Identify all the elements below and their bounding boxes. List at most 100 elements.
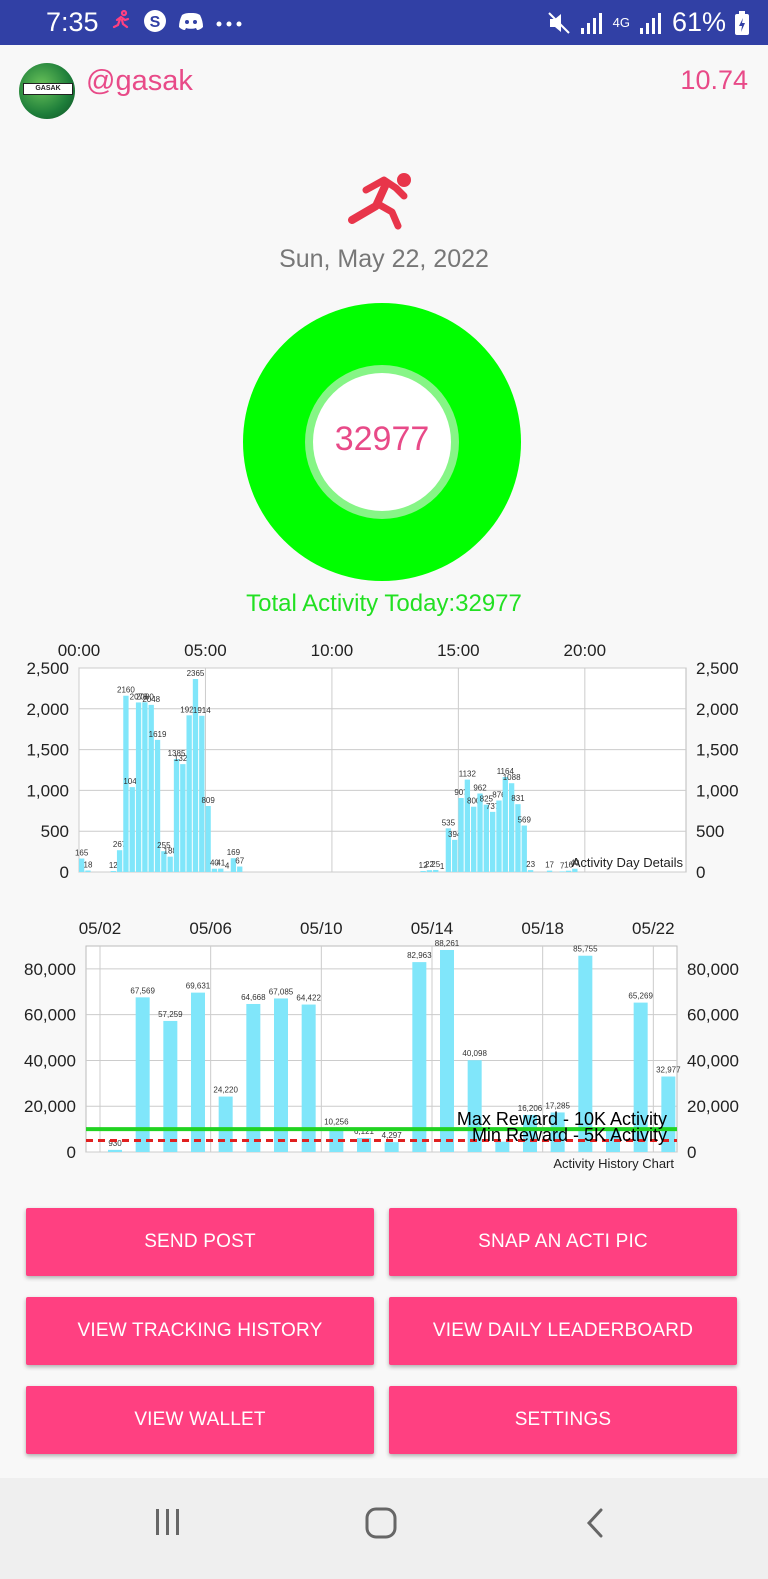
bar-value-label: 57,259 <box>158 1010 183 1019</box>
bar <box>578 955 593 1152</box>
bar-value-label: 930 <box>108 1139 122 1148</box>
username[interactable]: @gasak <box>86 65 193 97</box>
bar-value-label: 831 <box>511 794 525 803</box>
bar <box>633 1002 648 1152</box>
chart-label: Activity History Chart <box>553 1156 674 1171</box>
y-tick-label-left: 60,000 <box>24 1006 76 1025</box>
send-post-button[interactable]: SEND POST <box>26 1208 374 1276</box>
activity-app-icon <box>112 10 130 29</box>
back-icon[interactable] <box>580 1506 610 1540</box>
bar-value-label: 1914 <box>193 706 211 715</box>
bar-value-label: 2078 <box>130 692 148 701</box>
status-bar: 7:35 S 4G 61% <box>0 0 768 45</box>
snap-acti-pic-button[interactable]: SNAP AN ACTI PIC <box>389 1208 737 1276</box>
bar <box>496 800 502 872</box>
bar <box>502 777 508 872</box>
recent-apps-icon[interactable] <box>152 1506 184 1538</box>
bar-value-label: 25 <box>431 860 440 869</box>
bar-value-label: 6,121 <box>354 1127 375 1136</box>
activity-ring <box>243 303 521 581</box>
bar-value-label: 4 <box>225 862 230 871</box>
bar-value-label: 12 <box>419 861 428 870</box>
bar <box>129 787 135 872</box>
bar <box>230 858 237 872</box>
runner-icon <box>348 173 411 230</box>
avatar-label: GASAK <box>23 83 73 95</box>
bar-value-label: 2080 <box>136 692 154 701</box>
bar <box>384 1142 399 1152</box>
settings-button[interactable]: SETTINGS <box>389 1386 737 1454</box>
mute-icon <box>547 11 570 34</box>
view-tracking-history-button[interactable]: VIEW TRACKING HISTORY <box>26 1297 374 1365</box>
bar <box>135 997 150 1152</box>
svg-text:S: S <box>150 14 161 31</box>
bar-value-label: 7 <box>560 861 565 870</box>
status-time: 7:35 <box>46 7 99 37</box>
x-tick-label: 05/02 <box>79 919 122 938</box>
bar <box>329 1128 344 1152</box>
activity-history-chart: 0 0 20,000 20,000 40,000 40,000 60,000 60,000 80… <box>0 914 768 1176</box>
bar-value-label: 1088 <box>503 773 521 782</box>
bar <box>572 868 578 872</box>
bar <box>445 828 452 872</box>
bar <box>420 871 426 872</box>
y-tick-label-left: 0 <box>60 863 69 882</box>
bar-value-label: 2160 <box>117 686 135 695</box>
bar <box>85 870 91 872</box>
bar <box>559 871 565 872</box>
bar <box>523 1114 537 1152</box>
bar-value-label: 40 <box>570 859 579 868</box>
y-tick-label-left: 40,000 <box>24 1051 76 1070</box>
bar <box>205 805 211 872</box>
bar <box>116 850 123 872</box>
bar <box>218 1096 233 1152</box>
view-daily-leaderboard-button[interactable]: VIEW DAILY LEADERBOARD <box>389 1297 737 1365</box>
bar <box>154 739 161 872</box>
bar-value-label: 1164 <box>497 767 515 776</box>
bar <box>471 806 477 872</box>
activity-date: Sun, May 22, 2022 <box>279 245 489 273</box>
signal-4g-icon <box>639 12 661 34</box>
discord-icon <box>179 13 203 30</box>
avatar[interactable]: GASAK <box>19 63 75 119</box>
bar-value-label: 4,297 <box>382 1131 403 1140</box>
y-tick-label-right: 80,000 <box>687 960 739 979</box>
home-icon[interactable] <box>364 1506 398 1540</box>
bar <box>565 870 572 872</box>
bar-value-label: 800 <box>467 797 481 806</box>
bar-value-label: 85,755 <box>573 945 598 954</box>
bar <box>173 758 180 872</box>
status-right-icons: 4G 61% <box>547 7 750 38</box>
bar <box>135 702 142 872</box>
bar <box>123 695 129 872</box>
bar-value-label: 67,569 <box>130 986 155 995</box>
total-activity-text: Total Activity Today:32977 <box>246 590 522 617</box>
bar <box>515 804 521 872</box>
min-reward-label: Min Reward - 5K Activity <box>472 1125 667 1145</box>
y-tick-label-right: 20,000 <box>687 1097 739 1116</box>
bar-value-label: 64,668 <box>241 993 266 1002</box>
bar-value-label: 2365 <box>187 669 205 678</box>
bar-value-label: 569 <box>518 816 532 825</box>
bar-value-label: 32,977 <box>656 1066 681 1075</box>
max-reward-label: Max Reward - 10K Activity <box>457 1109 667 1129</box>
bar-value-label: 64,422 <box>296 994 321 1003</box>
bar <box>477 793 483 872</box>
bar-value-label: 1322 <box>174 754 192 763</box>
bar <box>483 804 489 872</box>
bar-value-label: 18 <box>84 861 93 870</box>
bar <box>218 868 224 872</box>
signal-icon <box>580 12 602 34</box>
profile-header: GASAK @gasak 10.74 <box>0 45 768 135</box>
y-tick-label-right: 2,500 <box>696 659 739 678</box>
view-wallet-button[interactable]: VIEW WALLET <box>26 1386 374 1454</box>
bar <box>108 1149 122 1152</box>
activity-day-chart-svg: 0 0 500 500 1,000 1,000 1,500 1,500 2,000 2,000 2,… <box>26 641 739 882</box>
y-tick-label-left: 80,000 <box>24 960 76 979</box>
bar-value-label: 88,261 <box>435 939 460 948</box>
bar-value-label: 10,256 <box>324 1118 349 1127</box>
bar-value-label: 825 <box>480 795 494 804</box>
bar <box>458 797 464 872</box>
bar-value-label: 69,631 <box>186 982 211 991</box>
x-tick-label: 05/18 <box>521 919 564 938</box>
